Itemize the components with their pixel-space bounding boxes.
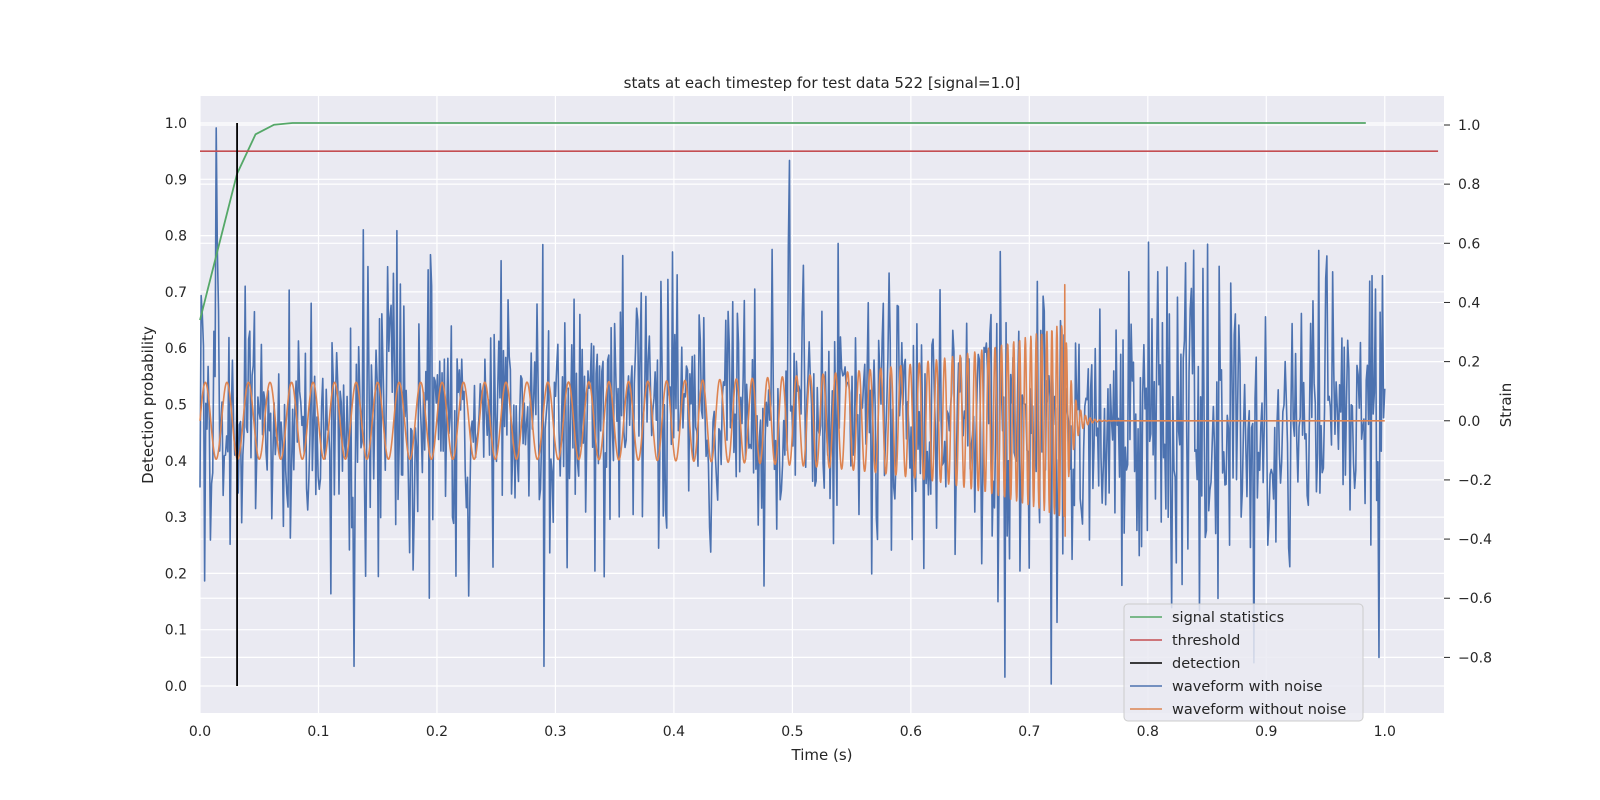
y-tick-label: 1.0 — [165, 116, 187, 132]
y-tick-label: 0.8 — [165, 229, 187, 245]
x-tick-label: 0.9 — [1255, 724, 1277, 740]
ticks: 0.0 0.1 0.2 0.3 0.4 0.5 0.6 0.7 0.8 0.9 1.0 0.0 0.1 0… — [165, 116, 1492, 740]
y-tick-label: 0.6 — [165, 341, 187, 357]
y2-tick-label: 0.4 — [1458, 295, 1480, 311]
y2-tick-label: −0.6 — [1458, 591, 1492, 607]
y2-tick-label: 0.8 — [1458, 177, 1480, 193]
y2-tick-label: 0.2 — [1458, 355, 1480, 371]
y-axis-label: Detection probability — [139, 326, 157, 484]
y-tick-label: 0.7 — [165, 285, 187, 301]
legend-item-detection: detection — [1130, 656, 1240, 672]
y-tick-label: 0.3 — [165, 510, 187, 526]
x-tick-label: 1.0 — [1374, 724, 1396, 740]
legend-box — [1123, 603, 1364, 722]
x-axis-label: Time (s) — [791, 746, 853, 764]
y2-tick-label: 0.6 — [1458, 236, 1480, 252]
y-tick-label: 0.2 — [165, 566, 187, 582]
legend-item-waveform-without-noise: waveform without noise — [1130, 702, 1346, 718]
chart-title: stats at each timestep for test data 522… — [624, 74, 1021, 92]
y-tick-label: 0.4 — [165, 454, 187, 470]
legend-item-waveform-with-noise: waveform with noise — [1130, 679, 1323, 695]
y-tick-label: 0.5 — [165, 398, 187, 414]
y2-tick-label: −0.8 — [1458, 650, 1492, 666]
legend-item-threshold: threshold — [1130, 633, 1240, 649]
x-tick-label: 0.0 — [189, 724, 211, 740]
x-tick-label: 0.5 — [781, 724, 803, 740]
x-tick-label: 0.7 — [1018, 724, 1040, 740]
legend-item-signal-statistics: signal statistics — [1130, 610, 1284, 626]
x-tick-label: 0.4 — [663, 724, 685, 740]
signal-statistics-line — [199, 122, 1366, 321]
y-tick-label: 0.9 — [165, 172, 187, 188]
y2-tick-label: 0.0 — [1458, 414, 1480, 430]
x-tick-label: 0.1 — [307, 724, 329, 740]
y2-tick-label: 1.0 — [1458, 118, 1480, 134]
y-tick-label: 0.1 — [165, 623, 187, 639]
y2-tick-label: −0.4 — [1458, 532, 1492, 548]
x-tick-label: 0.8 — [1137, 724, 1159, 740]
legend: signal statistics threshold detection wa… — [1123, 603, 1364, 722]
legend-label-threshold: threshold — [1172, 633, 1240, 649]
legend-label-detection: detection — [1172, 656, 1240, 672]
waveform-without-noise-line — [199, 283, 1386, 537]
x-tick-label: 0.6 — [900, 724, 922, 740]
x-tick-label: 0.3 — [544, 724, 566, 740]
y2-axis-label: Strain — [1497, 383, 1515, 427]
y2-tick-label: −0.2 — [1458, 473, 1492, 489]
legend-label-signal-statistics: signal statistics — [1172, 610, 1284, 626]
legend-label-waveform-with-noise: waveform with noise — [1172, 679, 1323, 695]
series-layer — [199, 122, 1439, 686]
y-tick-label: 0.0 — [165, 679, 187, 695]
x-tick-label: 0.2 — [426, 724, 448, 740]
legend-label-waveform-without-noise: waveform without noise — [1172, 702, 1346, 718]
